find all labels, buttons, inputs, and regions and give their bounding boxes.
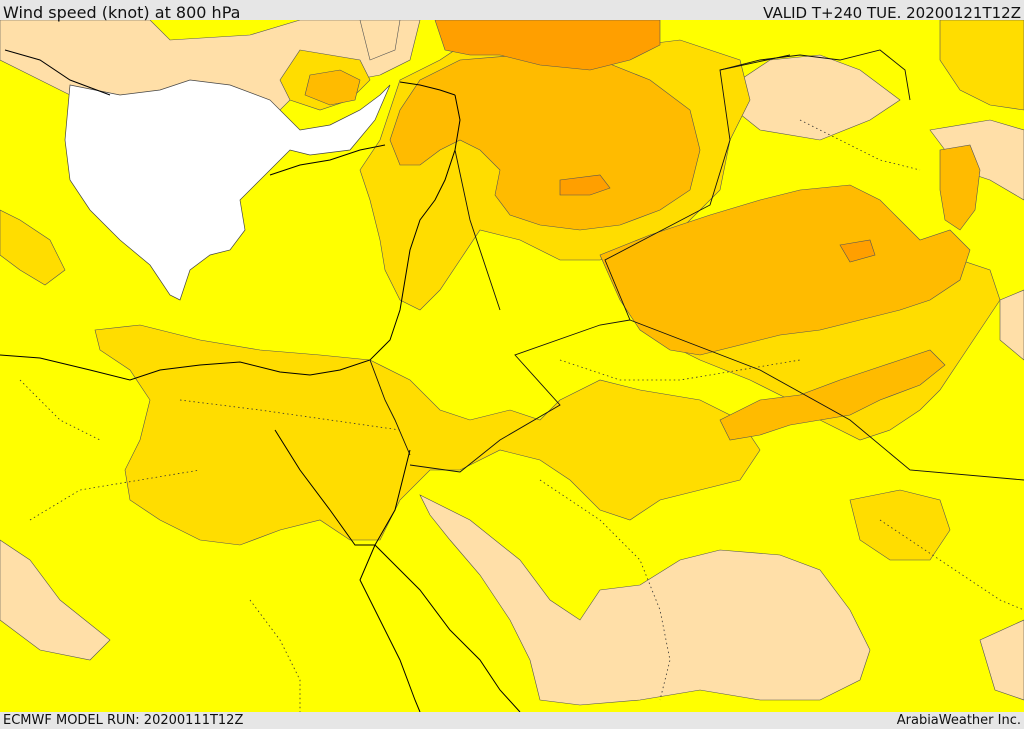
borders	[369, 49, 1024, 481]
map-title: Wind speed (knot) at 800 hPa	[3, 3, 241, 22]
credit: ArabiaWeather Inc.	[896, 713, 1021, 728]
valid-time: VALID T+240 TUE. 20200121T12Z	[763, 4, 1021, 22]
wind-speed-map	[0, 20, 1024, 712]
strong-wind-areas	[304, 54, 981, 441]
calm-area	[64, 79, 391, 301]
light-wind-areas	[0, 20, 1024, 706]
model-run: ECMWF MODEL RUN: 20200111T12Z	[3, 713, 244, 728]
title-bar	[0, 0, 1024, 20]
footer-bar	[0, 712, 1024, 729]
province-lines	[19, 119, 1024, 712]
very-strong-wind-areas	[434, 20, 876, 263]
